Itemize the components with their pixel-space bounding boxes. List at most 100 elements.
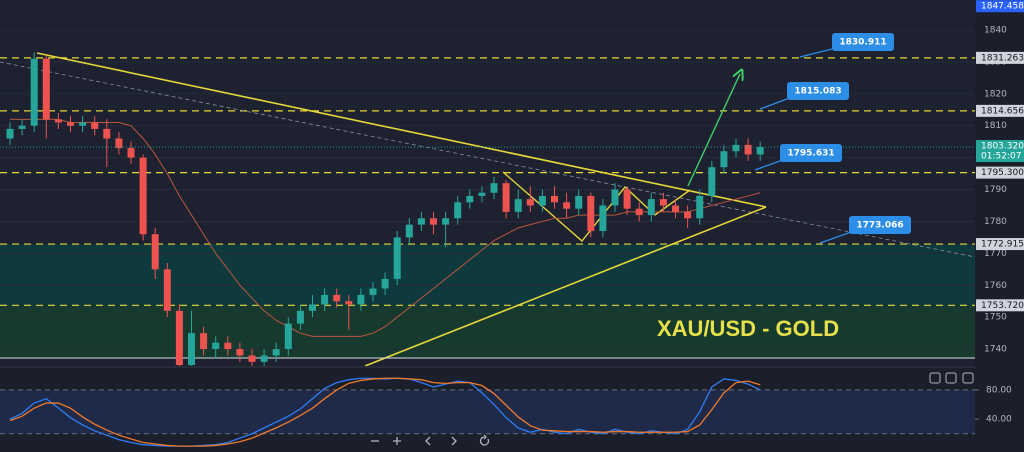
y-tick-label: 1840 xyxy=(984,25,1007,35)
stoch-line xyxy=(9,377,761,447)
y-tick-label: 1790 xyxy=(984,185,1007,195)
candle-body xyxy=(79,122,87,126)
candle-body xyxy=(442,218,450,225)
candle-body xyxy=(212,342,220,350)
candle-body xyxy=(127,148,135,158)
candle-body xyxy=(526,199,534,206)
candle-body xyxy=(42,58,50,120)
candle-body xyxy=(756,147,764,155)
candle-body xyxy=(381,278,389,289)
pane-close[interactable] xyxy=(962,372,974,384)
candle-body xyxy=(333,294,341,302)
candle-body xyxy=(296,310,304,324)
callout-label: 1815.083 xyxy=(794,87,841,97)
y-tick-label: 1810 xyxy=(984,121,1007,131)
candle-body xyxy=(514,199,522,212)
candle-body xyxy=(393,237,401,279)
y-tick-label: 80.00 xyxy=(986,385,1012,395)
candle-body xyxy=(236,349,244,356)
level-label-box xyxy=(976,238,1024,251)
triangle-upper xyxy=(36,52,767,208)
pane-up[interactable] xyxy=(929,372,941,384)
zone xyxy=(0,244,975,306)
candle-body xyxy=(708,167,716,196)
countdown-label: 01:52:07 xyxy=(981,152,1021,162)
triangle-lower xyxy=(364,206,767,366)
target-arrow xyxy=(687,74,740,187)
stoch-line xyxy=(9,377,761,447)
level-label: 1814.656 xyxy=(981,106,1024,116)
candle-body xyxy=(248,355,256,362)
level-label: 1753.720 xyxy=(981,301,1024,311)
y-tick-label: 1770 xyxy=(984,249,1007,259)
candle-body xyxy=(115,138,123,149)
callout-label: 1795.631 xyxy=(787,149,834,159)
candle-body xyxy=(321,294,329,305)
candle-body xyxy=(369,288,377,295)
candle-body xyxy=(405,224,413,238)
callout-label: 1773.066 xyxy=(856,221,903,231)
last-price-box xyxy=(976,140,1024,163)
level-label: 1772.915 xyxy=(981,240,1024,250)
level-label-box xyxy=(976,104,1024,117)
top-price-box xyxy=(976,0,1024,13)
candle-body xyxy=(635,208,643,216)
callout-box xyxy=(849,216,911,234)
candle-body xyxy=(67,122,74,126)
moving-average xyxy=(10,118,761,337)
level-label-box xyxy=(976,299,1024,312)
candle-body xyxy=(103,128,111,139)
candle-body xyxy=(357,294,365,305)
zoom-in[interactable] xyxy=(393,437,401,445)
candle-body xyxy=(30,58,38,126)
toolbar xyxy=(371,434,490,446)
candle-body xyxy=(623,189,631,209)
candle-body xyxy=(466,195,474,203)
y-tick-label: 1820 xyxy=(984,89,1007,99)
candle-body xyxy=(611,189,619,206)
candle-body xyxy=(139,157,147,235)
callout-box xyxy=(787,82,849,100)
candle-body xyxy=(575,195,583,209)
candle-body xyxy=(345,301,353,305)
candle-body xyxy=(696,195,704,219)
y-tick-label: 1740 xyxy=(984,345,1007,355)
candle-body xyxy=(490,183,498,193)
candle-body xyxy=(732,144,740,152)
candle-body xyxy=(272,349,280,356)
candle-body xyxy=(151,234,159,270)
callout-label: 1830.911 xyxy=(839,38,886,48)
candle-body xyxy=(6,128,14,139)
candle-body xyxy=(720,151,728,168)
reset[interactable] xyxy=(479,434,490,446)
candle-body xyxy=(744,144,752,155)
candle-body xyxy=(188,333,195,366)
pane-maximize[interactable] xyxy=(945,372,957,384)
scroll-right[interactable] xyxy=(451,436,457,446)
level-label: 1795.300 xyxy=(981,168,1024,178)
callout-box xyxy=(832,33,894,51)
candle-body xyxy=(684,211,692,219)
candle-body xyxy=(430,218,437,225)
candle-body xyxy=(54,119,62,123)
candle-body xyxy=(309,304,316,311)
candle-body xyxy=(599,205,607,232)
candle-body xyxy=(647,199,655,216)
candle-body xyxy=(284,323,292,350)
trend-line xyxy=(0,61,975,258)
candle-body xyxy=(91,122,99,129)
last-price-label: 1803.320 xyxy=(981,142,1024,152)
y-tick-label: 40.00 xyxy=(986,415,1012,425)
top-price-label: 1847.458 xyxy=(981,2,1024,12)
candle-body xyxy=(163,269,171,311)
candle-body xyxy=(502,183,510,212)
candle-body xyxy=(478,192,486,196)
candle-body xyxy=(587,195,595,232)
candle-body xyxy=(18,125,26,129)
candle-body xyxy=(200,333,208,350)
scroll-left[interactable] xyxy=(425,436,431,446)
price-axis xyxy=(975,0,1024,452)
y-tick-label: 1780 xyxy=(984,217,1007,227)
